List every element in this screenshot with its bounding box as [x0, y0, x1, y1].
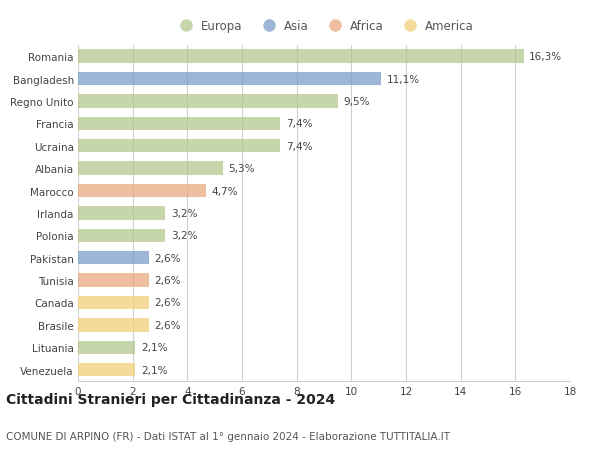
Bar — [78, 50, 524, 64]
Text: 4,7%: 4,7% — [212, 186, 238, 196]
Bar — [78, 252, 149, 265]
Bar — [78, 207, 166, 220]
Bar — [78, 95, 338, 108]
Bar — [78, 296, 149, 309]
Text: 2,1%: 2,1% — [141, 342, 167, 353]
Bar — [78, 274, 149, 287]
Bar — [78, 162, 223, 175]
Text: 5,3%: 5,3% — [229, 164, 255, 174]
Text: COMUNE DI ARPINO (FR) - Dati ISTAT al 1° gennaio 2024 - Elaborazione TUTTITALIA.: COMUNE DI ARPINO (FR) - Dati ISTAT al 1°… — [6, 431, 450, 441]
Bar — [78, 73, 382, 86]
Bar — [78, 185, 206, 198]
Text: 2,6%: 2,6% — [155, 320, 181, 330]
Text: 11,1%: 11,1% — [387, 74, 420, 84]
Text: 2,6%: 2,6% — [155, 275, 181, 285]
Text: 16,3%: 16,3% — [529, 52, 562, 62]
Bar — [78, 140, 280, 153]
Bar — [78, 363, 136, 376]
Text: 7,4%: 7,4% — [286, 119, 312, 129]
Text: 9,5%: 9,5% — [343, 97, 370, 107]
Text: 3,2%: 3,2% — [171, 231, 197, 241]
Bar — [78, 319, 149, 332]
Text: 2,1%: 2,1% — [141, 365, 167, 375]
Bar — [78, 229, 166, 242]
Text: 3,2%: 3,2% — [171, 208, 197, 218]
Text: 2,6%: 2,6% — [155, 253, 181, 263]
Text: Cittadini Stranieri per Cittadinanza - 2024: Cittadini Stranieri per Cittadinanza - 2… — [6, 392, 335, 406]
Text: 2,6%: 2,6% — [155, 298, 181, 308]
Text: 7,4%: 7,4% — [286, 141, 312, 151]
Bar — [78, 118, 280, 131]
Legend: Europa, Asia, Africa, America: Europa, Asia, Africa, America — [174, 20, 474, 34]
Bar — [78, 341, 136, 354]
